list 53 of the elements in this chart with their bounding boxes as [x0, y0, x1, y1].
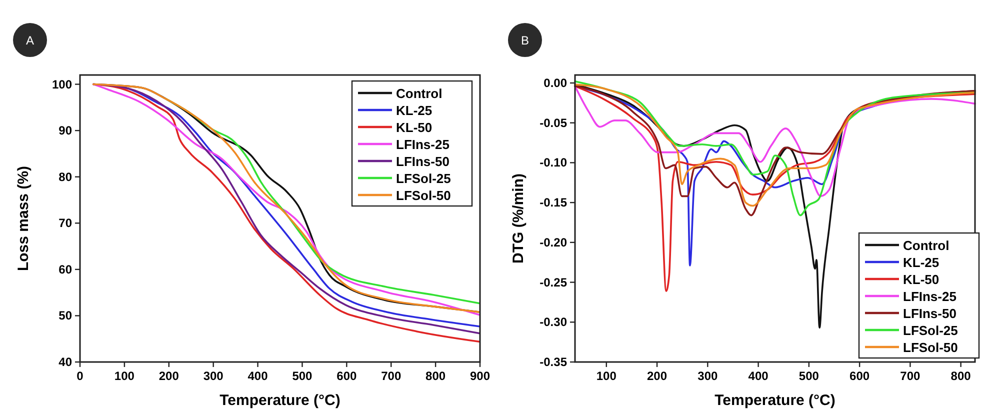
legend-label: LFSol-50: [396, 188, 451, 203]
y-tick-label: 90: [58, 124, 72, 138]
y-axis-title: Loss mass (%): [15, 166, 32, 272]
legend-label: LFSol-25: [903, 323, 958, 338]
x-tick-label: 600: [850, 369, 870, 383]
y-tick-label: -0.25: [540, 275, 568, 290]
y-tick-label: 80: [58, 170, 72, 184]
x-axis-title: Temperature (°C): [714, 392, 836, 409]
x-tick-label: 400: [248, 369, 268, 383]
x-tick-label: 700: [900, 369, 921, 383]
y-tick-label: -0.10: [540, 156, 568, 170]
y-tick-label: 70: [58, 216, 72, 230]
y-tick-label: 100: [52, 77, 72, 92]
text: A: [26, 34, 34, 48]
y-tick-label: -0.05: [540, 116, 568, 130]
legend-label: LFIns-25: [396, 137, 450, 152]
y-tick-label: -0.20: [540, 235, 568, 250]
x-tick-label: 200: [158, 369, 180, 383]
legend-label: LFSol-50: [903, 340, 958, 355]
y-tick-label: -0.30: [540, 315, 568, 330]
x-tick-label: 500: [292, 369, 313, 383]
legend-label: KL-25: [903, 255, 940, 270]
x-tick-label: 600: [336, 369, 357, 383]
x-tick-label: 100: [596, 369, 617, 383]
x-tick-label: 800: [426, 369, 446, 383]
legend-label: Control: [396, 86, 442, 101]
x-tick-label: 300: [698, 369, 718, 383]
y-tick-label: -0.35: [540, 355, 568, 369]
legend-label: LFSol-25: [396, 171, 451, 186]
x-tick-label: 500: [798, 369, 820, 383]
y-tick-label: 40: [58, 355, 72, 369]
legend-label: KL-25: [396, 103, 432, 118]
x-tick-label: 900: [470, 369, 490, 383]
x-tick-label: 100: [114, 369, 135, 383]
text: B: [520, 34, 530, 48]
y-tick-label: -0.15: [540, 196, 568, 210]
x-tick-label: 800: [950, 369, 972, 383]
x-tick-label: 700: [381, 369, 402, 383]
x-tick-label: 300: [203, 369, 224, 383]
x-tick-label: 400: [748, 369, 769, 383]
legend-label: KL-50: [903, 272, 940, 287]
y-tick-label: 50: [58, 308, 72, 323]
y-tick-label: 0.00: [544, 76, 568, 90]
y-tick-label: 60: [58, 262, 72, 276]
x-tick-label: 200: [647, 369, 668, 383]
legend-label: LFIns-50: [396, 154, 450, 169]
y-axis-title: DTG (%/min): [510, 174, 527, 264]
x-axis-title: Temperature (°C): [220, 392, 340, 409]
legend-label: Control: [903, 238, 950, 253]
legend-label: LFIns-50: [903, 306, 956, 321]
legend-label: KL-50: [396, 120, 432, 135]
x-tick-label: 0: [76, 369, 84, 383]
legend-label: LFIns-25: [903, 289, 956, 304]
